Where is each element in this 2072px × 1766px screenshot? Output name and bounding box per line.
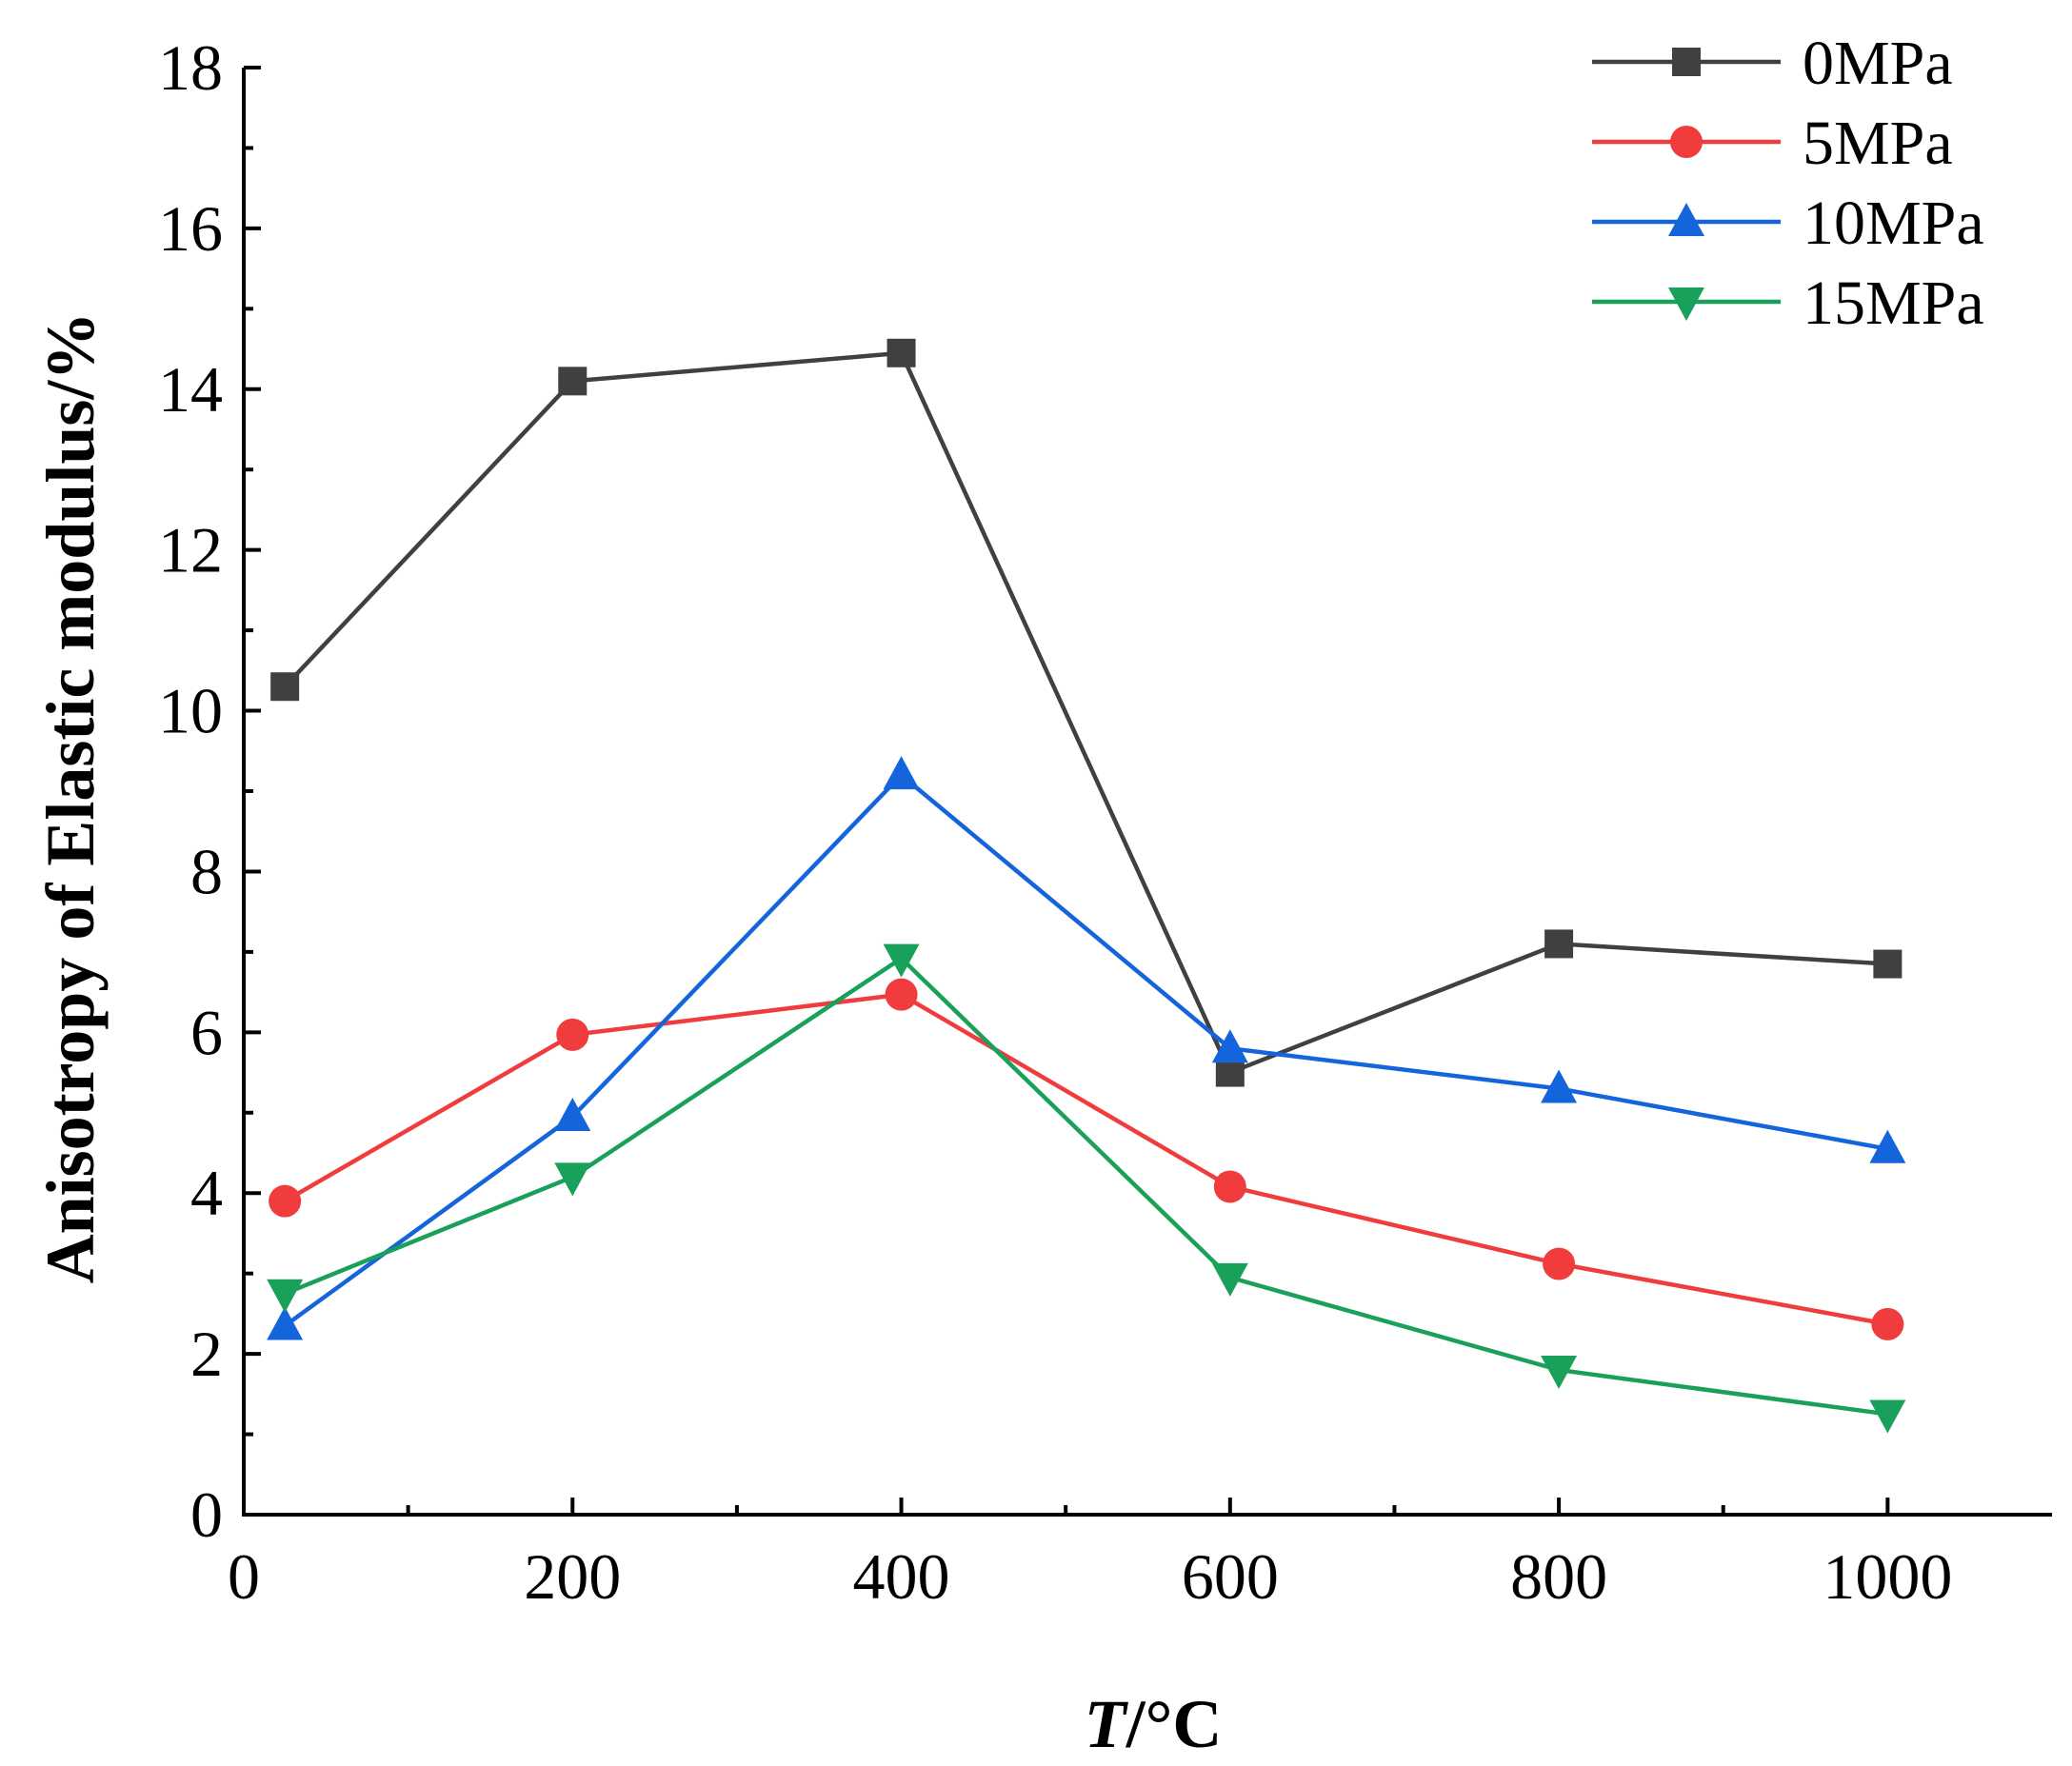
- x-tick-label: 600: [1182, 1540, 1279, 1613]
- data-point-15mpa: [883, 943, 920, 978]
- data-point-0mpa: [887, 338, 916, 367]
- y-tick-label: 6: [190, 996, 223, 1068]
- x-axis-title-variable: T: [1085, 1686, 1129, 1761]
- data-point-10mpa: [1869, 1129, 1906, 1163]
- legend-label: 15MPa: [1803, 268, 1984, 338]
- data-point-10mpa: [883, 756, 920, 790]
- y-tick-label: 12: [158, 514, 223, 586]
- x-axis-title: T/°C: [1085, 1686, 1223, 1761]
- data-point-5mpa: [885, 978, 918, 1011]
- series-5mpa: [269, 978, 1904, 1340]
- legend-label: 10MPa: [1803, 189, 1984, 258]
- x-tick-label: 0: [228, 1540, 260, 1613]
- legend-label: 0MPa: [1803, 29, 1953, 98]
- legend-item-5mpa: 5MPa: [1592, 109, 1953, 178]
- series-10mpa: [267, 756, 1906, 1340]
- y-tick-label: 10: [158, 675, 223, 747]
- series-layer: [267, 338, 1906, 1434]
- legend-marker: [1672, 48, 1701, 76]
- legend-item-15mpa: 15MPa: [1592, 268, 1984, 338]
- legend-marker: [1668, 203, 1704, 236]
- data-point-10mpa: [1541, 1069, 1578, 1103]
- series-15mpa: [267, 943, 1906, 1434]
- y-tick-label: 8: [190, 835, 223, 907]
- x-tick-label: 1000: [1823, 1540, 1952, 1613]
- data-point-15mpa: [1869, 1399, 1906, 1434]
- legend: 0MPa 5MPa 10MPa 15MPa: [1592, 29, 1984, 338]
- series-line-10mpa: [283, 772, 1888, 1328]
- series-line-0mpa: [283, 350, 1888, 1075]
- x-axis-title-unit: /°C: [1126, 1686, 1223, 1761]
- y-tick-label: 4: [190, 1157, 223, 1229]
- x-tick-label: 800: [1510, 1540, 1607, 1613]
- data-point-5mpa: [556, 1018, 589, 1051]
- series-line-5mpa: [284, 992, 1888, 1327]
- data-point-0mpa: [558, 367, 588, 396]
- data-point-15mpa: [1211, 1262, 1248, 1297]
- x-tick-label: 200: [524, 1540, 621, 1613]
- y-axis-title: Anisotropy of Elastic modulus/%: [32, 312, 109, 1284]
- data-point-10mpa: [1211, 1029, 1248, 1063]
- data-point-0mpa: [1215, 1058, 1245, 1087]
- series-line-15mpa: [284, 956, 1888, 1417]
- y-tick-label: 2: [190, 1318, 223, 1390]
- y-tick-label: 14: [158, 353, 223, 426]
- data-point-15mpa: [1541, 1356, 1578, 1389]
- data-point-0mpa: [1544, 929, 1574, 959]
- y-tick-label: 0: [190, 1478, 223, 1551]
- legend-marker: [1668, 288, 1704, 321]
- data-point-5mpa: [1213, 1170, 1246, 1203]
- data-point-15mpa: [554, 1162, 591, 1197]
- legend-label: 5MPa: [1803, 109, 1953, 178]
- y-tick-label: 18: [158, 31, 223, 104]
- data-point-5mpa: [1543, 1247, 1576, 1280]
- data-point-10mpa: [554, 1098, 591, 1131]
- series-0mpa: [270, 338, 1903, 1087]
- legend-item-10mpa: 10MPa: [1592, 189, 1984, 258]
- data-point-0mpa: [270, 672, 300, 702]
- data-point-0mpa: [1873, 949, 1903, 979]
- data-point-5mpa: [1871, 1307, 1904, 1340]
- data-point-15mpa: [267, 1279, 304, 1313]
- legend-marker: [1670, 126, 1703, 158]
- x-tick-label: 400: [853, 1540, 950, 1613]
- y-tick-label: 16: [158, 192, 223, 265]
- data-point-10mpa: [267, 1306, 304, 1340]
- axes: 0 2 4 6 8 10 12 14 16 18 0 200 400 600 800 1000: [158, 31, 2052, 1613]
- data-point-5mpa: [269, 1184, 302, 1218]
- legend-item-0mpa: 0MPa: [1592, 29, 1953, 98]
